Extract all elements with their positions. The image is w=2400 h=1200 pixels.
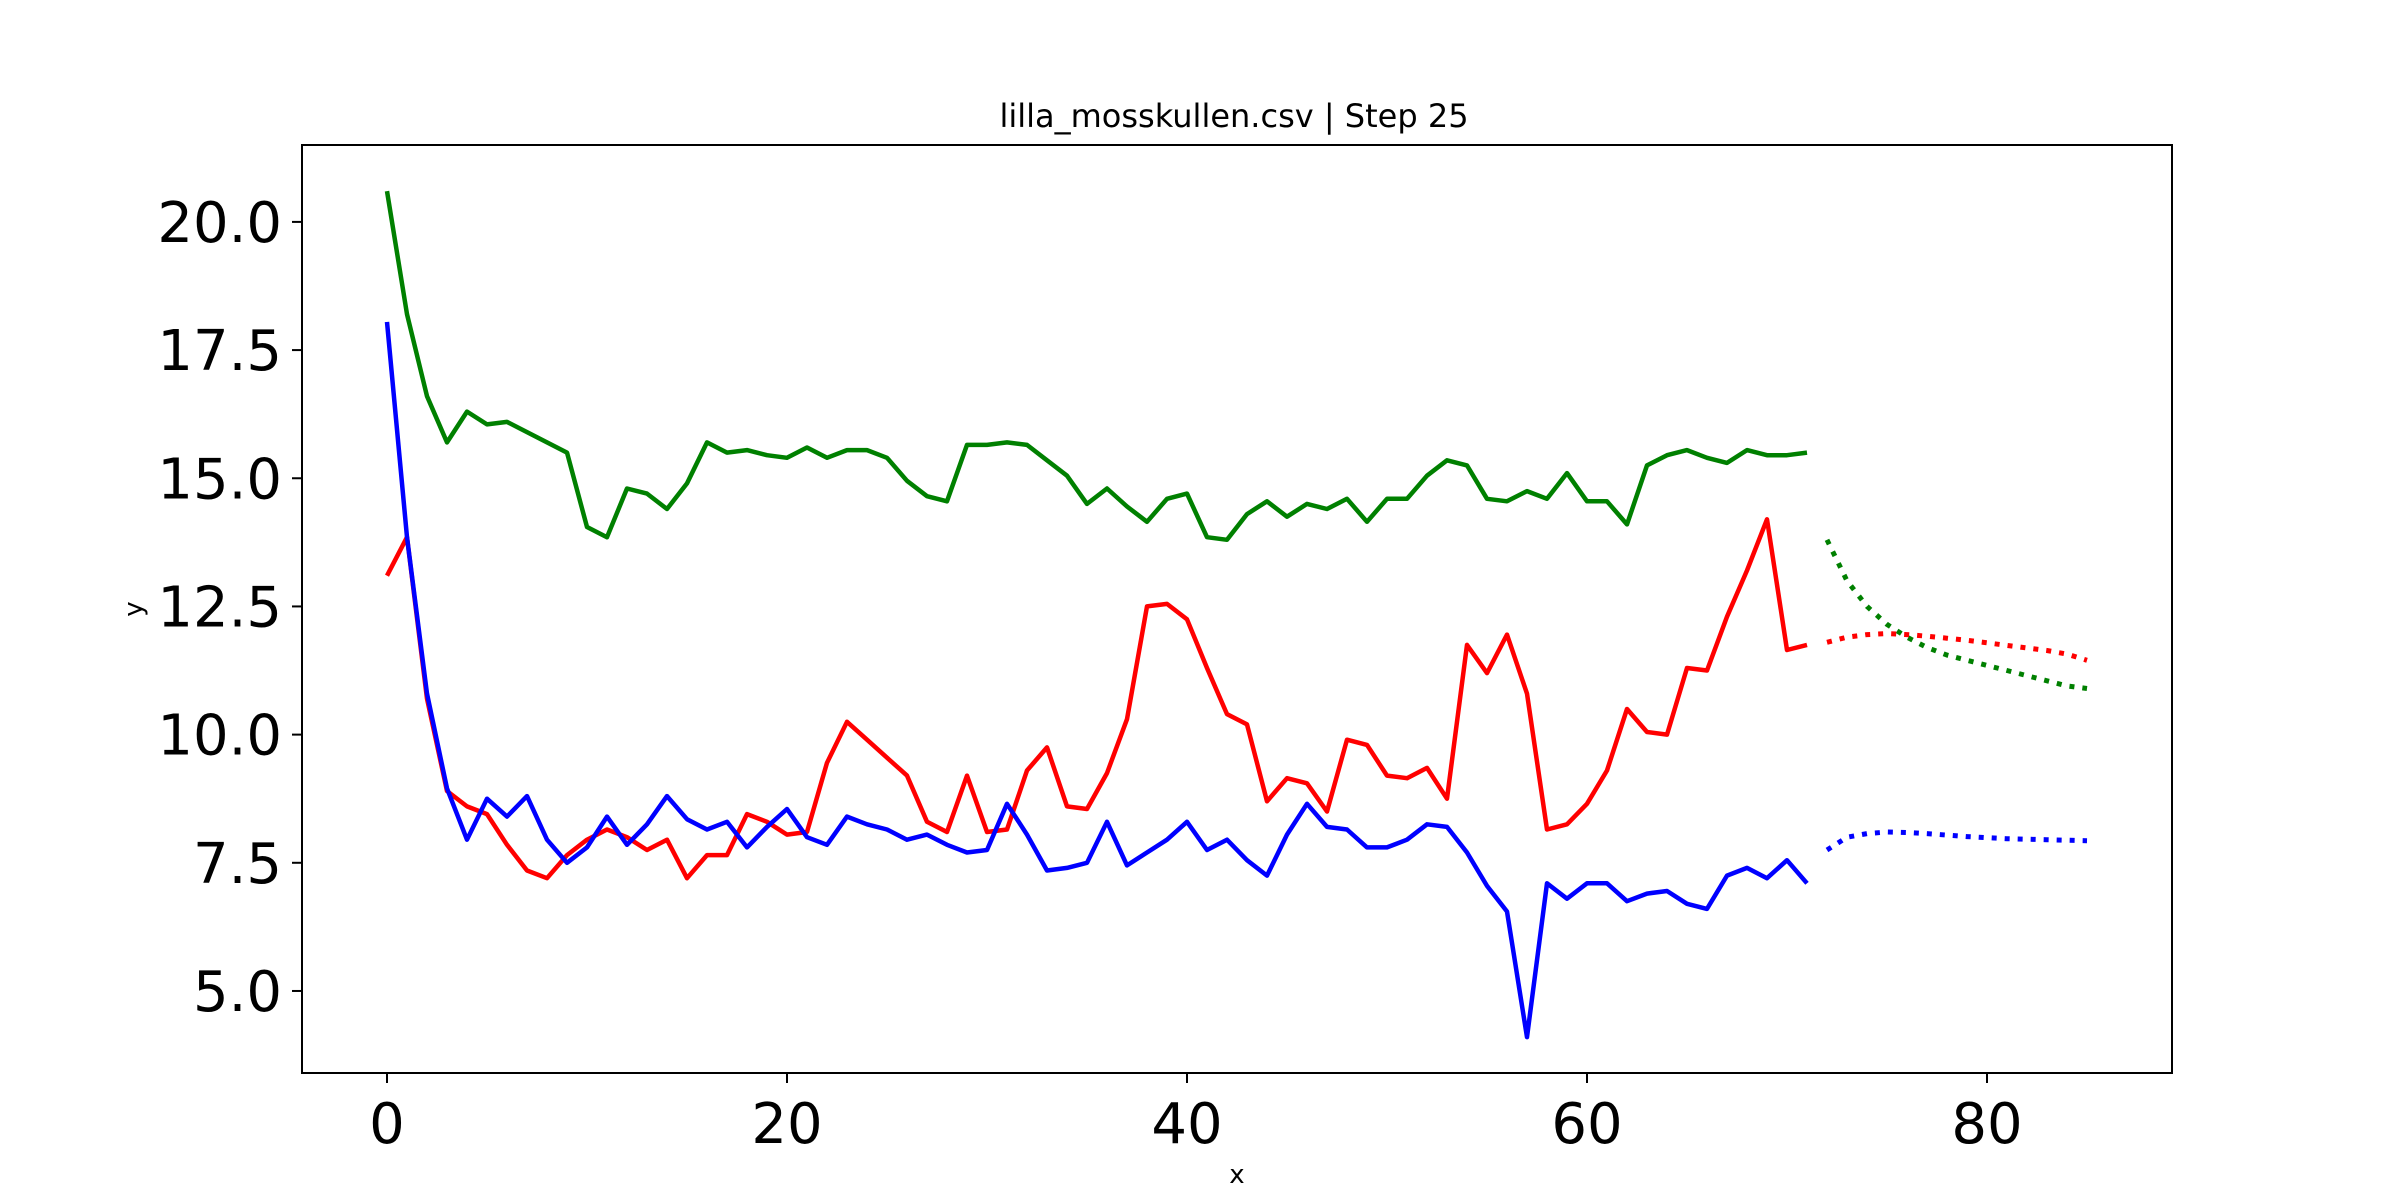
- x-tick-label: 60: [1551, 1092, 1622, 1157]
- x-tick-label: 0: [369, 1092, 405, 1157]
- y-tick-label: 17.5: [157, 319, 282, 384]
- series-line-4-forecast: [1826, 631, 2088, 663]
- series-layer: [384, 190, 2088, 1040]
- series-line-0: [384, 190, 1808, 543]
- y-tick-label: 20.0: [157, 191, 282, 256]
- chart-title: lilla_mosskullen.csv | Step 25: [999, 97, 1468, 135]
- series-line-1: [385, 517, 1808, 881]
- y-tick-label: 12.5: [157, 575, 282, 640]
- y-tick-label: 5.0: [193, 960, 282, 1025]
- x-axis-label: x: [1229, 1160, 1244, 1190]
- x-tick-label: 40: [1151, 1092, 1222, 1157]
- ticks-layer: 0 20 40 60 80 5.0 7.5 10.0 12.5 15.0 17.5 20.0: [157, 191, 2022, 1157]
- y-tick-label: 7.5: [193, 832, 282, 897]
- y-tick-label: 10.0: [157, 704, 282, 769]
- x-tick-label: 20: [751, 1092, 822, 1157]
- x-tick-label: 80: [1951, 1092, 2022, 1157]
- plot-area-frame: [301, 144, 2173, 1074]
- y-tick-label: 15.0: [157, 447, 282, 512]
- y-axis-label: y: [119, 601, 149, 616]
- series-line-3-forecast: [1824, 538, 2088, 691]
- series-line-5-forecast: [1825, 829, 2088, 853]
- series-line-2: [384, 321, 1809, 1040]
